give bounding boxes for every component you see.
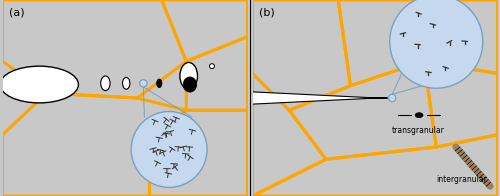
Polygon shape (338, 0, 498, 86)
Polygon shape (252, 74, 326, 196)
Polygon shape (252, 92, 387, 104)
Circle shape (140, 80, 147, 87)
Circle shape (131, 112, 207, 187)
Ellipse shape (0, 66, 78, 103)
Polygon shape (424, 61, 498, 147)
Polygon shape (2, 93, 186, 196)
Ellipse shape (180, 63, 198, 89)
Ellipse shape (183, 77, 196, 92)
Ellipse shape (100, 76, 110, 91)
Polygon shape (289, 61, 436, 159)
Ellipse shape (415, 113, 423, 118)
Polygon shape (150, 110, 248, 196)
Polygon shape (2, 0, 186, 98)
Ellipse shape (156, 79, 162, 88)
Polygon shape (252, 0, 350, 110)
Ellipse shape (122, 77, 130, 89)
Polygon shape (252, 135, 498, 196)
Polygon shape (186, 37, 248, 110)
Text: (a): (a) (8, 7, 24, 17)
Polygon shape (162, 0, 248, 61)
Circle shape (390, 0, 483, 88)
Circle shape (388, 94, 396, 102)
Text: transgranular: transgranular (392, 126, 445, 135)
Text: intergranular: intergranular (436, 175, 487, 184)
Text: (b): (b) (258, 7, 274, 17)
Circle shape (210, 64, 214, 69)
